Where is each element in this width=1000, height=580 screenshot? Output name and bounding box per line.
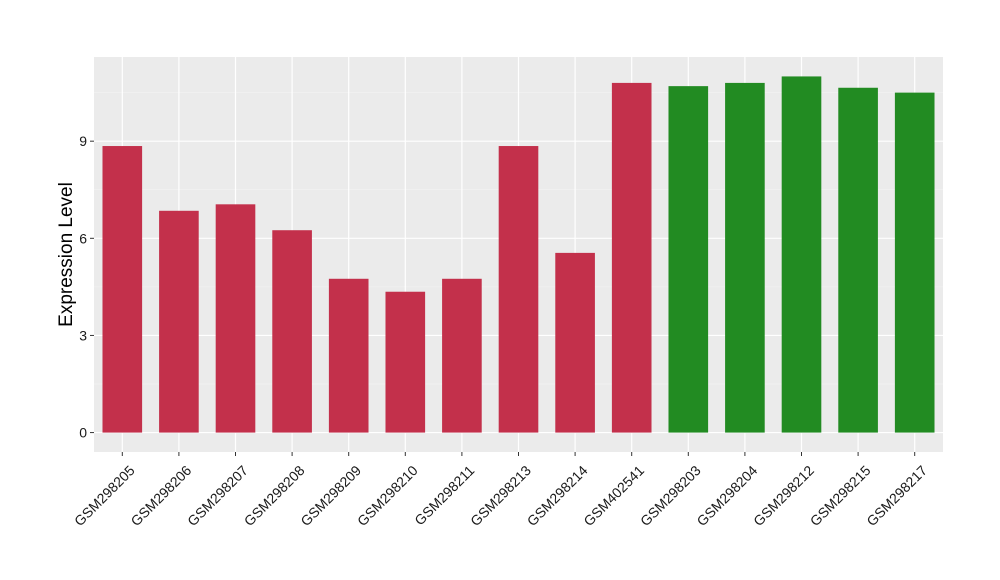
bar-gsm298211 [442, 278, 482, 433]
bar-gsm298203 [668, 86, 709, 433]
bar-gsm298212 [781, 76, 822, 433]
bar-gsm402541 [611, 82, 652, 433]
y-tick-label: 0 [79, 425, 87, 441]
bar-gsm298213 [498, 146, 539, 433]
y-axis: 0 3 6 9 [79, 133, 94, 441]
bar-gsm298217 [894, 92, 935, 433]
y-tick-label: 6 [79, 230, 87, 246]
bar-gsm298207 [215, 204, 256, 433]
bar-gsm298214 [555, 252, 595, 433]
x-tick-label: GSM298210 [354, 462, 421, 529]
y-tick-label: 9 [79, 133, 87, 149]
bar-gsm298210 [385, 291, 426, 433]
bar-gsm298209 [328, 278, 369, 433]
x-axis: GSM298205GSM298206GSM298207GSM298208GSM2… [71, 452, 930, 529]
bar-gsm298206 [159, 210, 199, 433]
y-axis-title: Expression Level [56, 182, 77, 327]
bars [102, 76, 935, 433]
x-tick-label: GSM298217 [863, 462, 930, 529]
bar-gsm298215 [838, 87, 878, 433]
bar-gsm298208 [272, 230, 312, 433]
bar-gsm298205 [102, 146, 143, 433]
y-tick-label: 3 [79, 327, 87, 343]
bar-gsm298204 [725, 82, 765, 433]
